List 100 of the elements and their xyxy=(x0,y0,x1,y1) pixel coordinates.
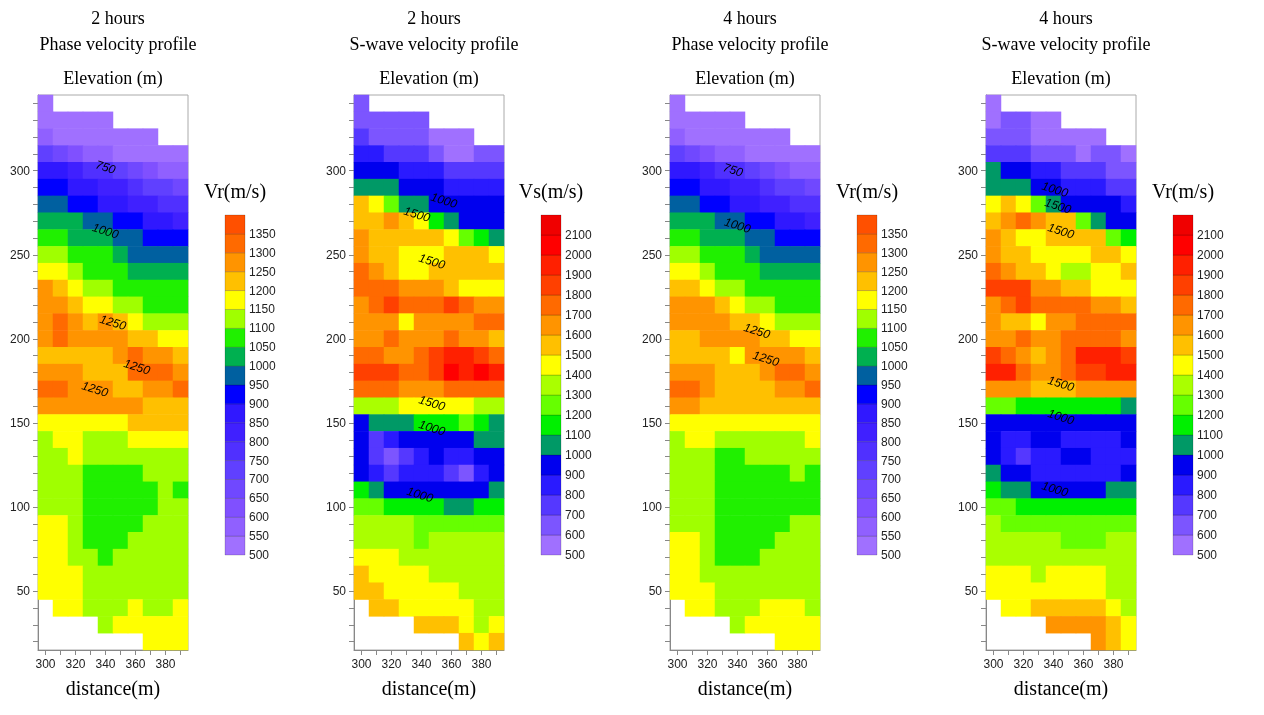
color-bar-label: 1000 xyxy=(881,359,909,374)
color-bar-label: 1200 xyxy=(881,283,909,298)
chart-subtitle: S-wave velocity profile xyxy=(349,34,519,54)
x-tick-label: 380 xyxy=(471,657,492,671)
y-tick-label: 250 xyxy=(9,247,31,262)
color-bar-label: 1100 xyxy=(1197,428,1224,442)
x-tick-label: 380 xyxy=(1103,657,1124,671)
x-tick-label: 320 xyxy=(1013,657,1034,671)
x-tick-label: 340 xyxy=(1043,657,1064,671)
y-tick-label: 150 xyxy=(641,415,663,430)
color-bar-label: 1100 xyxy=(249,321,276,336)
y-tick-label: 200 xyxy=(325,331,347,346)
y-tick-label: 250 xyxy=(957,247,979,262)
color-bar-label: 550 xyxy=(881,529,902,544)
color-bar-label: 800 xyxy=(881,434,902,449)
x-tick-label: 340 xyxy=(95,657,116,671)
y-tick-label: 250 xyxy=(325,247,347,262)
annotation: 1000 xyxy=(90,220,121,242)
annotation: 1500 xyxy=(417,392,448,414)
color-bar-label: 1000 xyxy=(249,359,277,374)
x-axis-title: distance(m) xyxy=(697,677,793,700)
color-bar-label: 2000 xyxy=(565,248,593,262)
color-bar-label: 1000 xyxy=(565,448,593,462)
annotation: 1250 xyxy=(742,320,773,342)
chart-subtitle: Phase velocity profile xyxy=(671,34,829,54)
color-bar-label: 650 xyxy=(249,491,270,506)
chart-subtitle: Phase velocity profile xyxy=(39,34,197,54)
color-bar-label: 1100 xyxy=(565,428,592,442)
color-bar-label: 1300 xyxy=(1197,388,1225,402)
y-tick-label: 200 xyxy=(9,331,31,346)
y-tick-label: 100 xyxy=(325,500,347,515)
color-bar-label: 600 xyxy=(1197,528,1218,542)
color-bar-label: 1800 xyxy=(1197,288,1225,302)
color-bar-label: 1300 xyxy=(565,388,593,402)
y-tick-label: 50 xyxy=(648,584,663,599)
color-bar-label: 1900 xyxy=(565,268,593,282)
color-bar-label: 650 xyxy=(881,491,902,506)
y-tick-label: 200 xyxy=(641,331,663,346)
color-bar-label: 900 xyxy=(565,468,586,482)
annotation: 1000 xyxy=(1040,478,1071,500)
color-bar-label: 1150 xyxy=(881,302,908,317)
color-bar-title: Vr(m/s) xyxy=(1151,180,1215,203)
x-tick-label: 300 xyxy=(351,657,372,671)
color-bar-label: 1250 xyxy=(881,264,909,279)
annotation: 1500 xyxy=(417,250,448,273)
color-bar-label: 1300 xyxy=(249,245,277,260)
x-tick-label: 320 xyxy=(697,657,718,671)
x-axis-title: distance(m) xyxy=(65,677,161,700)
color-bar-label: 1350 xyxy=(881,226,909,241)
color-bar-label: 750 xyxy=(881,453,902,468)
color-bar-label: 1100 xyxy=(881,321,908,336)
color-bar-label: 2100 xyxy=(565,228,593,242)
annotation: 1500 xyxy=(1046,220,1077,242)
y-tick-label: 50 xyxy=(332,584,347,599)
annotation: 1000 xyxy=(405,483,436,506)
y-tick-label: 300 xyxy=(325,163,347,178)
y-tick-label: 100 xyxy=(9,500,31,515)
y-tick-label: 50 xyxy=(16,584,31,599)
x-tick-label: 380 xyxy=(787,657,808,671)
x-tick-label: 340 xyxy=(727,657,748,671)
color-bar-label: 2000 xyxy=(1197,248,1225,262)
y-tick-label: 50 xyxy=(964,584,979,599)
color-bar-label: 500 xyxy=(881,548,902,562)
annotation: 1250 xyxy=(751,347,782,370)
y-tick-label: 100 xyxy=(957,500,979,515)
x-tick-label: 300 xyxy=(35,657,56,671)
color-bar-label: 750 xyxy=(249,453,270,468)
color-bar-label: 700 xyxy=(565,508,586,522)
x-tick-label: 380 xyxy=(155,657,176,671)
color-bar-label: 900 xyxy=(881,396,902,411)
color-bar-label: 500 xyxy=(249,548,270,562)
color-bar-label: 1200 xyxy=(565,408,593,422)
color-bar-label: 1900 xyxy=(1197,268,1225,282)
color-bar-label: 900 xyxy=(1197,468,1218,482)
y-tick-label: 300 xyxy=(957,163,979,178)
color-bar-label: 1500 xyxy=(565,348,593,362)
annotation: 1000 xyxy=(1046,406,1077,428)
color-bar-label: 900 xyxy=(249,396,270,411)
y-tick-label: 150 xyxy=(957,415,979,430)
chart-title: 2 hours xyxy=(91,8,145,28)
y-tick-label: 100 xyxy=(641,500,663,515)
x-tick-label: 320 xyxy=(381,657,402,671)
color-bar-label: 700 xyxy=(881,472,902,487)
y-axis-title: Elevation (m) xyxy=(695,68,795,89)
annotation: 1000 xyxy=(722,214,753,237)
color-bar-label: 1050 xyxy=(249,340,277,355)
color-bar-label: 600 xyxy=(249,510,270,525)
color-bar-label: 1300 xyxy=(881,245,909,260)
x-tick-label: 340 xyxy=(411,657,432,671)
color-bar-label: 500 xyxy=(565,548,586,562)
color-bar-label: 1050 xyxy=(881,340,909,355)
annotation: 1250 xyxy=(98,311,129,334)
y-tick-label: 200 xyxy=(957,331,979,346)
color-bar-label: 1700 xyxy=(1197,308,1225,322)
color-bar-label: 1400 xyxy=(1197,368,1225,382)
color-bar-label: 600 xyxy=(565,528,586,542)
x-tick-label: 360 xyxy=(757,657,778,671)
color-bar-label: 600 xyxy=(881,510,902,525)
color-bar-label: 1350 xyxy=(249,226,277,241)
chart-title: 2 hours xyxy=(407,8,461,28)
